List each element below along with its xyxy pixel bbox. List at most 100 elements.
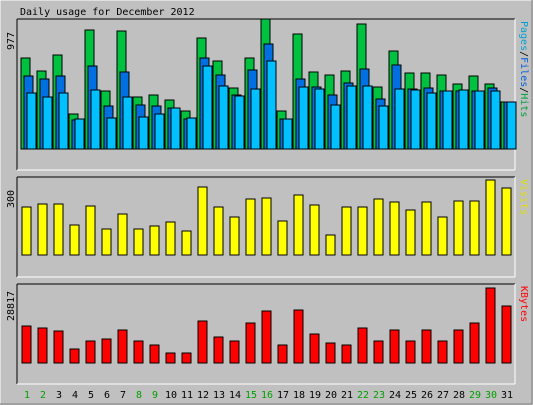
bar-kbytes-day-3 (53, 330, 64, 364)
day-label-3: 3 (56, 390, 62, 401)
bar-visits-day-17 (277, 220, 288, 256)
bar-kbytes-day-23 (373, 340, 384, 364)
bar-visits-day-13 (213, 206, 224, 256)
bar-pages-day-7 (122, 96, 133, 150)
panel-hits-pages-files: 977 Pages/Files/Hits (6, 18, 529, 171)
legend-entry: Pages (518, 21, 529, 51)
panel-visits: 300 Visits (6, 176, 529, 278)
day-label-22: 22 (357, 390, 369, 401)
day-label-16: 16 (261, 390, 273, 401)
legend-entry: / (518, 51, 529, 57)
bar-kbytes-day-30 (485, 287, 496, 364)
bar-visits-day-24 (389, 201, 400, 256)
bar-visits-day-8 (133, 228, 144, 256)
bar-pages-day-10 (170, 107, 181, 150)
bar-pages-day-19 (314, 88, 325, 150)
bar-pages-day-31 (506, 101, 517, 150)
day-label-8: 8 (136, 390, 142, 401)
day-label-24: 24 (389, 390, 401, 401)
bar-pages-day-18 (298, 86, 309, 150)
bar-visits-day-9 (149, 225, 160, 256)
bar-pages-day-29 (474, 90, 485, 150)
day-label-31: 31 (501, 390, 513, 401)
bar-visits-day-5 (85, 205, 96, 256)
bar-pages-day-6 (106, 117, 117, 150)
bar-kbytes-day-25 (405, 340, 416, 364)
legend-entry: Hits (518, 93, 529, 117)
bar-kbytes-day-28 (453, 329, 464, 364)
day-label-1: 1 (24, 390, 30, 401)
bar-pages-day-25 (410, 89, 421, 150)
day-label-6: 6 (104, 390, 110, 401)
bar-kbytes-day-15 (245, 322, 256, 364)
panel-legend: Pages/Files/Hits (518, 21, 529, 117)
bar-pages-day-24 (394, 88, 405, 150)
bar-kbytes-day-20 (325, 342, 336, 364)
day-label-25: 25 (405, 390, 417, 401)
day-label-20: 20 (325, 390, 337, 401)
bar-visits-day-30 (485, 179, 496, 256)
day-label-28: 28 (453, 390, 465, 401)
bar-visits-day-1 (21, 206, 32, 256)
bar-visits-day-31 (501, 187, 512, 256)
bar-kbytes-day-6 (101, 338, 112, 364)
day-label-14: 14 (229, 390, 241, 401)
day-label-5: 5 (88, 390, 94, 401)
bar-visits-day-10 (165, 221, 176, 256)
bar-pages-day-27 (442, 90, 453, 150)
bar-pages-day-16 (266, 60, 277, 150)
bar-visits-day-29 (469, 200, 480, 256)
bar-kbytes-day-1 (21, 325, 32, 364)
bar-kbytes-day-7 (117, 329, 128, 364)
bar-visits-day-6 (101, 228, 112, 256)
y-max-label: 28817 (6, 291, 17, 321)
day-label-21: 21 (341, 390, 353, 401)
bar-visits-day-28 (453, 200, 464, 256)
bar-visits-day-7 (117, 213, 128, 256)
bar-kbytes-day-8 (133, 340, 144, 364)
bar-pages-day-23 (378, 105, 389, 150)
bar-visits-day-11 (181, 230, 192, 256)
legend-entry: KBytes (518, 286, 529, 322)
day-label-9: 9 (152, 390, 158, 401)
day-label-4: 4 (72, 390, 78, 401)
day-label-10: 10 (165, 390, 177, 401)
bar-kbytes-day-5 (85, 340, 96, 364)
bar-kbytes-day-11 (181, 352, 192, 364)
bar-pages-day-21 (346, 85, 357, 150)
y-max-label: 300 (6, 190, 17, 208)
day-label-13: 13 (213, 390, 225, 401)
bar-pages-day-9 (154, 113, 165, 150)
day-label-7: 7 (120, 390, 126, 401)
bar-visits-day-16 (261, 197, 272, 256)
chart-title: Daily usage for December 2012 (20, 7, 195, 18)
bar-visits-day-15 (245, 198, 256, 256)
bar-visits-day-14 (229, 216, 240, 256)
bar-kbytes-day-4 (69, 348, 80, 364)
bar-kbytes-day-13 (213, 336, 224, 364)
bar-pages-day-22 (362, 85, 373, 150)
bar-kbytes-day-27 (437, 340, 448, 364)
bar-visits-day-26 (421, 201, 432, 256)
bar-pages-day-17 (282, 118, 293, 150)
bar-visits-day-25 (405, 209, 416, 256)
day-label-23: 23 (373, 390, 385, 401)
bar-pages-day-8 (138, 116, 149, 150)
bar-pages-day-1 (26, 92, 37, 150)
bar-visits-day-2 (37, 203, 48, 256)
bar-pages-day-28 (458, 89, 469, 150)
bar-visits-day-21 (341, 206, 352, 256)
bar-pages-day-4 (74, 118, 85, 150)
panel-kbytes: 28817 KBytes (6, 283, 529, 385)
day-label-2: 2 (40, 390, 46, 401)
legend-entry: Files (518, 57, 529, 87)
day-label-18: 18 (293, 390, 305, 401)
day-label-29: 29 (469, 390, 481, 401)
panel-legend: KBytes (518, 286, 529, 322)
bar-pages-day-12 (202, 65, 213, 150)
bar-pages-day-30 (490, 90, 501, 150)
bar-kbytes-day-29 (469, 322, 480, 364)
panel-legend: Visits (518, 179, 529, 215)
bar-visits-day-19 (309, 204, 320, 256)
